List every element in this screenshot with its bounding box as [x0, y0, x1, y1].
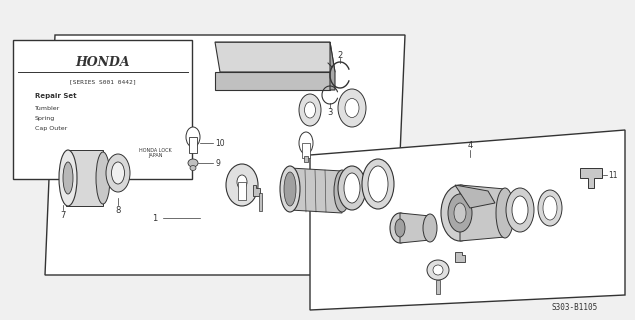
Text: HONDA: HONDA	[76, 55, 130, 68]
Ellipse shape	[448, 194, 472, 232]
Text: 7: 7	[60, 211, 65, 220]
Ellipse shape	[190, 165, 196, 171]
Ellipse shape	[186, 127, 200, 147]
Ellipse shape	[395, 219, 405, 237]
Text: 1: 1	[152, 213, 157, 222]
Ellipse shape	[423, 214, 437, 242]
Bar	[436, 280, 440, 294]
Ellipse shape	[368, 166, 388, 202]
Text: HONDA LOCK
JAPAN: HONDA LOCK JAPAN	[138, 148, 171, 158]
Ellipse shape	[344, 173, 360, 203]
Polygon shape	[580, 168, 602, 188]
Ellipse shape	[334, 170, 350, 212]
Ellipse shape	[390, 213, 410, 243]
Ellipse shape	[63, 162, 73, 194]
Ellipse shape	[237, 175, 247, 189]
Text: Repair Set: Repair Set	[35, 93, 77, 99]
Text: 4: 4	[467, 140, 472, 149]
Polygon shape	[66, 150, 103, 206]
Ellipse shape	[433, 265, 443, 275]
Ellipse shape	[338, 166, 366, 210]
Ellipse shape	[188, 159, 198, 167]
Text: [SERIES S001 0442]: [SERIES S001 0442]	[69, 79, 137, 84]
Bar	[304, 156, 308, 162]
Ellipse shape	[96, 152, 110, 204]
Bar	[302, 143, 310, 158]
Polygon shape	[290, 168, 342, 213]
Ellipse shape	[538, 190, 562, 226]
Ellipse shape	[112, 162, 124, 184]
Ellipse shape	[427, 260, 449, 280]
Ellipse shape	[345, 99, 359, 117]
Text: 8: 8	[116, 205, 121, 214]
Ellipse shape	[299, 132, 313, 154]
Text: 2: 2	[337, 51, 343, 60]
Polygon shape	[460, 185, 505, 241]
Ellipse shape	[106, 154, 130, 192]
Text: Tumbler: Tumbler	[35, 106, 60, 110]
Ellipse shape	[338, 89, 366, 127]
Polygon shape	[215, 42, 335, 72]
Ellipse shape	[512, 196, 528, 224]
Ellipse shape	[441, 185, 479, 241]
Ellipse shape	[362, 159, 394, 209]
Ellipse shape	[305, 102, 316, 118]
Ellipse shape	[299, 94, 321, 126]
Polygon shape	[455, 252, 465, 262]
Ellipse shape	[543, 196, 557, 220]
Text: Cap Outer: Cap Outer	[35, 125, 67, 131]
Bar	[259, 193, 262, 211]
Bar	[238, 182, 246, 200]
Text: Spring: Spring	[35, 116, 55, 121]
Ellipse shape	[506, 188, 534, 232]
Text: 3: 3	[327, 108, 333, 116]
Ellipse shape	[454, 203, 466, 223]
Polygon shape	[45, 35, 405, 275]
Ellipse shape	[496, 188, 514, 238]
FancyBboxPatch shape	[13, 40, 192, 179]
Text: 10: 10	[215, 139, 225, 148]
Polygon shape	[330, 42, 335, 90]
Text: 9: 9	[215, 158, 220, 167]
Polygon shape	[310, 130, 625, 310]
Polygon shape	[215, 72, 330, 90]
Bar	[189, 137, 197, 153]
Polygon shape	[253, 185, 260, 196]
Text: 11: 11	[608, 171, 617, 180]
Ellipse shape	[280, 166, 300, 212]
Ellipse shape	[59, 150, 77, 206]
Ellipse shape	[226, 164, 258, 206]
Polygon shape	[400, 213, 430, 243]
Ellipse shape	[284, 172, 296, 206]
Text: S303-B1105: S303-B1105	[552, 303, 598, 313]
Polygon shape	[455, 185, 495, 208]
